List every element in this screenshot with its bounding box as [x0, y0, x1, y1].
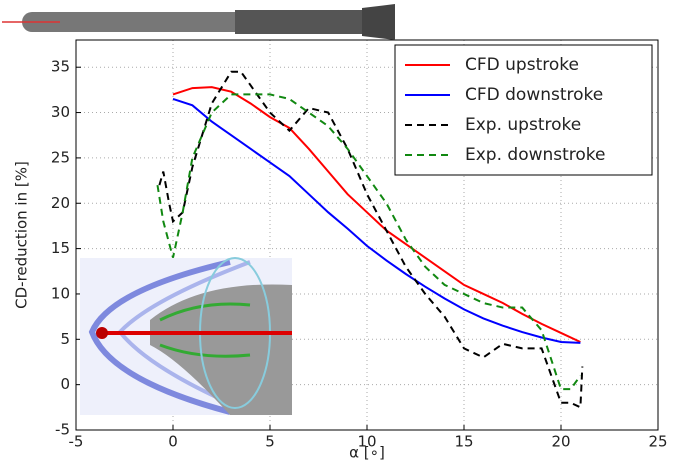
legend-label: CFD downstroke: [465, 85, 603, 105]
legend-label: CFD upstroke: [465, 55, 579, 75]
missile: [2, 4, 395, 40]
cfd-inset: [80, 257, 292, 415]
x-tick-label: 10: [357, 433, 376, 451]
x-tick-label: 15: [454, 433, 473, 451]
missile-fin: [362, 4, 395, 40]
legend-label: Exp. upstroke: [465, 115, 581, 135]
x-tick-label: -5: [69, 433, 84, 451]
y-tick-label: 0: [60, 375, 70, 393]
x-axis-label: α [∘]: [349, 444, 385, 462]
x-tick-label: 5: [265, 433, 275, 451]
y-tick-label: 20: [51, 194, 70, 212]
legend-box: [394, 44, 653, 176]
y-tick-label: -5: [55, 421, 70, 439]
x-tick-label: 25: [648, 433, 667, 451]
line-series: [156, 93, 582, 391]
y-tick-label: 10: [51, 284, 70, 302]
y-axis-label: CD-reduction in [%]: [13, 161, 31, 309]
y-tick-label: 5: [60, 330, 70, 348]
line-series: [172, 98, 581, 344]
missile-mid: [235, 10, 365, 34]
x-tick-label: 20: [551, 433, 570, 451]
y-tick-label: 35: [51, 58, 70, 76]
cone: [150, 284, 292, 415]
plot-frame: [75, 39, 659, 431]
line-series: [158, 70, 584, 409]
y-tick-label: 15: [51, 239, 70, 257]
y-tick-label: 25: [51, 148, 70, 166]
shock: [88, 259, 231, 415]
x-tick-label: 0: [168, 433, 178, 451]
y-tick-label: 30: [51, 103, 70, 121]
legend-label: Exp. downstroke: [465, 145, 606, 165]
tip: [96, 327, 108, 339]
